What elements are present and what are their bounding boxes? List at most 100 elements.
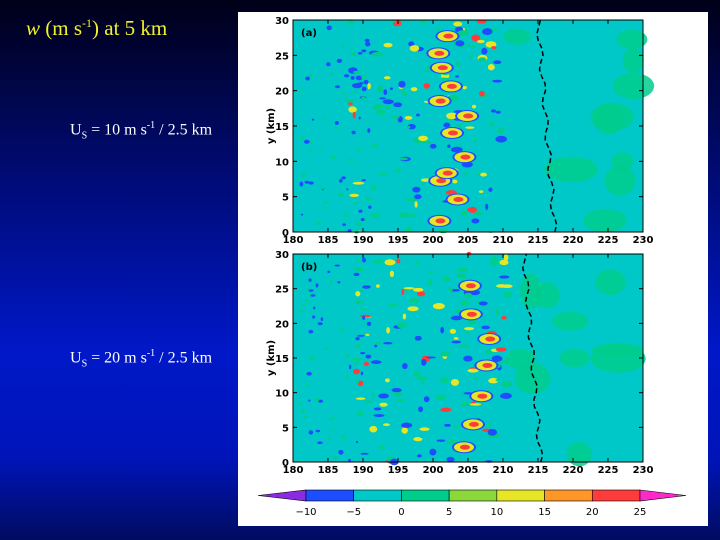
field-cell [478,57,487,62]
slide-title: w (m s-1) at 5 km [26,16,167,41]
field-cell [402,90,408,97]
field-speck [358,289,364,293]
field-cell [393,102,403,108]
field-cell [393,391,403,397]
field-cell [478,90,485,97]
field-cell [367,128,371,133]
field-cell [376,85,384,93]
field-cell [463,355,473,362]
field-blob [611,152,634,171]
field-speck [361,49,367,53]
field-cell [396,322,407,329]
field-speck [361,179,366,182]
x-tick-label: 220 [563,465,584,476]
field-cell [416,291,426,297]
field-speck [342,90,345,96]
field-cell [439,377,450,384]
field-blob [590,103,634,131]
field-cell [501,381,513,388]
cell-core [435,218,446,224]
field-speck [309,73,313,78]
field-cell [414,335,422,341]
field-cell [491,109,496,113]
field-cell [373,414,385,417]
field-cell [493,60,502,65]
cell-core [469,421,480,427]
field-speck [350,75,355,80]
x-tick-label: 215 [528,465,549,476]
field-speck [354,381,359,385]
field-cell [456,272,467,279]
field-cell [464,330,470,335]
title-symbol: w [26,16,41,40]
field-cell [399,157,408,161]
y-tick-label: 30 [275,16,289,27]
field-speck [316,221,322,225]
label-a-mid: = 10 m s [87,121,147,139]
field-speck [336,58,343,63]
field-cell [379,97,387,100]
field-speck [338,192,345,197]
colorbar-tick-label: 0 [398,507,404,518]
field-cell [355,291,361,297]
field-blob [559,348,590,368]
field-cell [419,427,430,431]
field-cell [499,259,509,266]
field-cell [489,121,494,127]
x-tick-label: 180 [283,465,304,476]
x-tick-label: 225 [598,465,619,476]
field-cell [383,341,393,345]
field-cell [423,83,431,89]
field-speck [338,449,344,455]
field-speck [357,52,363,55]
field-cell [348,102,353,106]
field-cell [347,229,352,233]
field-cell [414,260,420,265]
field-speck [317,441,323,445]
cell-core [482,362,493,368]
field-cell [447,144,451,148]
field-cell [373,259,384,264]
field-cell [423,396,430,403]
label-b-tail: / 2.5 km [155,349,213,367]
field-cell [453,337,459,340]
field-speck [308,329,314,334]
field-cell [481,325,490,330]
field-cell [487,428,498,436]
field-cell [352,111,356,119]
field-cell [440,351,450,357]
field-cell [460,300,471,306]
field-cell [465,126,475,129]
panel-tag: (b) [301,262,317,273]
field-speck [341,434,346,440]
field-cell [471,218,480,224]
field-speck [358,359,361,362]
field-blob [503,28,531,45]
y-tick-label: 30 [275,250,289,261]
field-cell [397,398,406,403]
field-cell [408,297,421,303]
field-cell [438,77,450,81]
field-cell [449,328,456,334]
y-tick-label: 20 [275,319,289,330]
field-cell [402,313,407,320]
cell-core [477,393,488,399]
field-cell [446,440,459,444]
field-speck [345,354,350,358]
field-cell [394,168,402,173]
field-cell [413,287,424,292]
field-speck [299,181,304,187]
field-speck [361,96,366,101]
field-cell [398,80,406,88]
field-speck [339,328,344,332]
field-cell [426,356,437,359]
field-cell [458,344,470,349]
field-speck [332,428,335,433]
field-cell [355,75,363,81]
x-tick-label: 210 [493,465,514,476]
field-cell [418,135,428,142]
x-tick-label: 180 [283,235,304,246]
cell-core [465,283,476,289]
field-cell [478,301,488,306]
field-speck [328,72,334,76]
